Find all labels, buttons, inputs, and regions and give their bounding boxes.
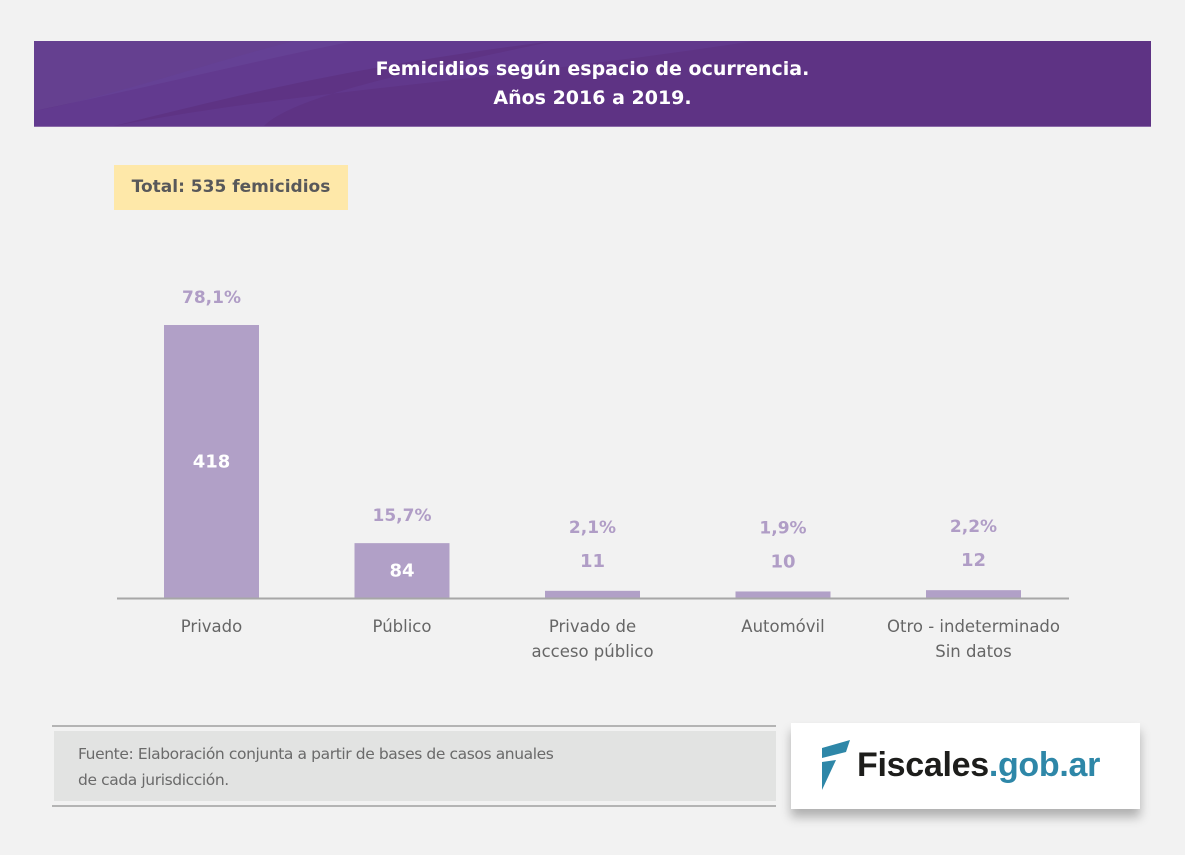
x-tick-label: Privado <box>181 617 242 636</box>
bar-value-label: 12 <box>961 550 986 571</box>
bar-percent-label: 78,1% <box>182 288 241 308</box>
chart-title-line1: Femicidios según espacio de ocurrencia. <box>375 58 810 80</box>
bar-percent-label: 1,9% <box>759 518 806 538</box>
bar-3 <box>735 591 831 598</box>
bar-percent-label: 2,1% <box>569 518 616 538</box>
source-line1: Fuente: Elaboración conjunta a partir de… <box>78 745 554 763</box>
bar-value-label: 11 <box>580 551 605 572</box>
logo-text-fiscales: Fiscales <box>857 746 989 784</box>
chart-header: Femicidios según espacio de ocurrencia. … <box>34 41 1151 127</box>
x-tick-label: Público <box>373 617 432 636</box>
fiscales-f-logo-icon <box>822 740 850 790</box>
bar-value-label: 418 <box>193 452 231 473</box>
x-tick-label: Sin datos <box>935 642 1012 661</box>
x-tick-label: Privado de <box>549 617 636 636</box>
x-tick-label: Automóvil <box>741 617 824 636</box>
bar-4 <box>926 590 1021 598</box>
logo-text-gob-ar: .gob.ar <box>988 746 1101 784</box>
bars-layer <box>164 325 1021 598</box>
bar-2 <box>545 590 640 598</box>
bar-1 <box>354 543 450 598</box>
chart-title-line2: Años 2016 a 2019. <box>493 87 692 109</box>
bar-value-label: 84 <box>389 561 414 582</box>
x-tick-label: acceso público <box>531 642 653 661</box>
bar-value-label: 10 <box>770 551 795 572</box>
bar-chart: 418 78,1% Privado 84 15,7% Público 11 2,1% Priva… <box>117 288 1069 661</box>
source-line2: de cada jurisdicción. <box>78 771 229 789</box>
total-badge: Total: 535 femicidios <box>114 165 348 210</box>
bar-percent-label: 15,7% <box>373 506 432 526</box>
source-note: Fuente: Elaboración conjunta a partir de… <box>52 725 776 807</box>
labels-layer: 418 78,1% Privado 84 15,7% Público 11 2,1% Priva… <box>181 288 1060 661</box>
bar-percent-label: 2,2% <box>950 517 997 537</box>
header-wave-decoration <box>34 41 754 126</box>
bar-0 <box>164 325 259 598</box>
chart-title: Femicidios según espacio de ocurrencia. … <box>34 55 1151 113</box>
fiscales-logo: Fiscales.gob.ar <box>791 723 1140 809</box>
x-tick-label: Otro - indeterminado <box>887 617 1060 636</box>
